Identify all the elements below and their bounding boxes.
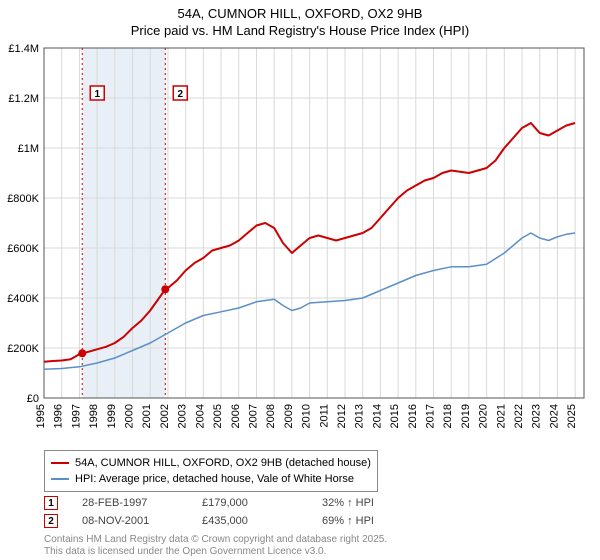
svg-text:2010: 2010 [301,404,313,428]
svg-text:£800K: £800K [7,193,39,205]
svg-text:1998: 1998 [88,404,100,428]
sale-pct: 32% ↑ HPI [322,497,472,509]
svg-text:1: 1 [94,89,100,100]
legend-box: 54A, CUMNOR HILL, OXFORD, OX2 9HB (detac… [44,450,378,492]
sale-row: 1 28-FEB-1997£179,00032% ↑ HPI [44,494,472,512]
legend-item: 54A, CUMNOR HILL, OXFORD, OX2 9HB (detac… [51,455,371,471]
sales-table: 1 28-FEB-1997£179,00032% ↑ HPI 2 08-NOV-200… [44,494,472,530]
svg-text:1995: 1995 [35,404,47,428]
sale-price: £179,000 [202,497,322,509]
svg-text:2013: 2013 [354,404,366,428]
sale-row: 2 08-NOV-2001£435,00069% ↑ HPI [44,512,472,530]
svg-text:2004: 2004 [194,404,206,428]
chart-svg: £0 £200K £400K £600K £800K £1M £1.2M £1.4M 1995 1… [0,40,600,450]
svg-text:2011: 2011 [318,404,330,428]
svg-text:2009: 2009 [283,404,295,428]
svg-text:£1.2M: £1.2M [8,93,39,105]
svg-text:2023: 2023 [531,404,543,428]
svg-text:£200K: £200K [7,343,39,355]
svg-text:2002: 2002 [159,404,171,428]
svg-text:2: 2 [177,89,183,100]
svg-text:2014: 2014 [371,404,383,428]
svg-text:2005: 2005 [212,404,224,428]
svg-text:1997: 1997 [70,404,82,428]
sale-date: 28-FEB-1997 [82,497,202,509]
sale-marker-box: 1 [44,496,58,510]
footer-attribution: Contains HM Land Registry data © Crown c… [44,534,387,558]
svg-text:1996: 1996 [53,404,65,428]
svg-text:£400K: £400K [7,293,39,305]
legend-swatch [51,478,69,480]
svg-text:2000: 2000 [124,404,136,428]
chart-title: 54A, CUMNOR HILL, OXFORD, OX2 9HB Price … [0,0,600,40]
title-line-2: Price paid vs. HM Land Registry's House … [0,23,600,40]
svg-text:2008: 2008 [265,404,277,428]
legend-swatch [51,462,69,464]
sale-marker-box: 2 [44,514,58,528]
svg-text:2015: 2015 [389,404,401,428]
footer-line-2: This data is licensed under the Open Gov… [44,546,387,558]
sale-pct: 69% ↑ HPI [322,515,472,527]
svg-text:2007: 2007 [247,404,259,428]
svg-text:2020: 2020 [478,404,490,428]
chart-container: { "title": { "line1": "54A, CUMNOR HILL,… [0,0,600,560]
chart-plot-area: £0 £200K £400K £600K £800K £1M £1.2M £1.4M 1995 1… [0,40,600,450]
svg-text:1999: 1999 [106,404,118,428]
svg-text:£1.4M: £1.4M [8,43,39,55]
sale-date: 08-NOV-2001 [82,515,202,527]
svg-text:2003: 2003 [177,404,189,428]
svg-text:£600K: £600K [7,243,39,255]
legend-item: HPI: Average price, detached house, Vale… [51,471,371,487]
svg-text:2006: 2006 [230,404,242,428]
svg-text:2025: 2025 [566,404,578,428]
svg-text:2022: 2022 [513,404,525,428]
svg-text:2018: 2018 [442,404,454,428]
legend: 54A, CUMNOR HILL, OXFORD, OX2 9HB (detac… [44,450,584,492]
legend-label: 54A, CUMNOR HILL, OXFORD, OX2 9HB (detac… [75,457,371,469]
svg-text:2024: 2024 [548,404,560,428]
svg-text:£1M: £1M [18,143,39,155]
svg-text:2021: 2021 [495,404,507,428]
svg-text:2019: 2019 [460,404,472,428]
sale-price: £435,000 [202,515,322,527]
footer-line-1: Contains HM Land Registry data © Crown c… [44,534,387,546]
svg-text:2012: 2012 [336,404,348,428]
svg-text:2016: 2016 [407,404,419,428]
legend-label: HPI: Average price, detached house, Vale… [75,473,354,485]
svg-text:£0: £0 [27,393,39,405]
title-line-1: 54A, CUMNOR HILL, OXFORD, OX2 9HB [0,6,600,23]
svg-text:2001: 2001 [141,404,153,428]
svg-text:2017: 2017 [425,404,437,428]
